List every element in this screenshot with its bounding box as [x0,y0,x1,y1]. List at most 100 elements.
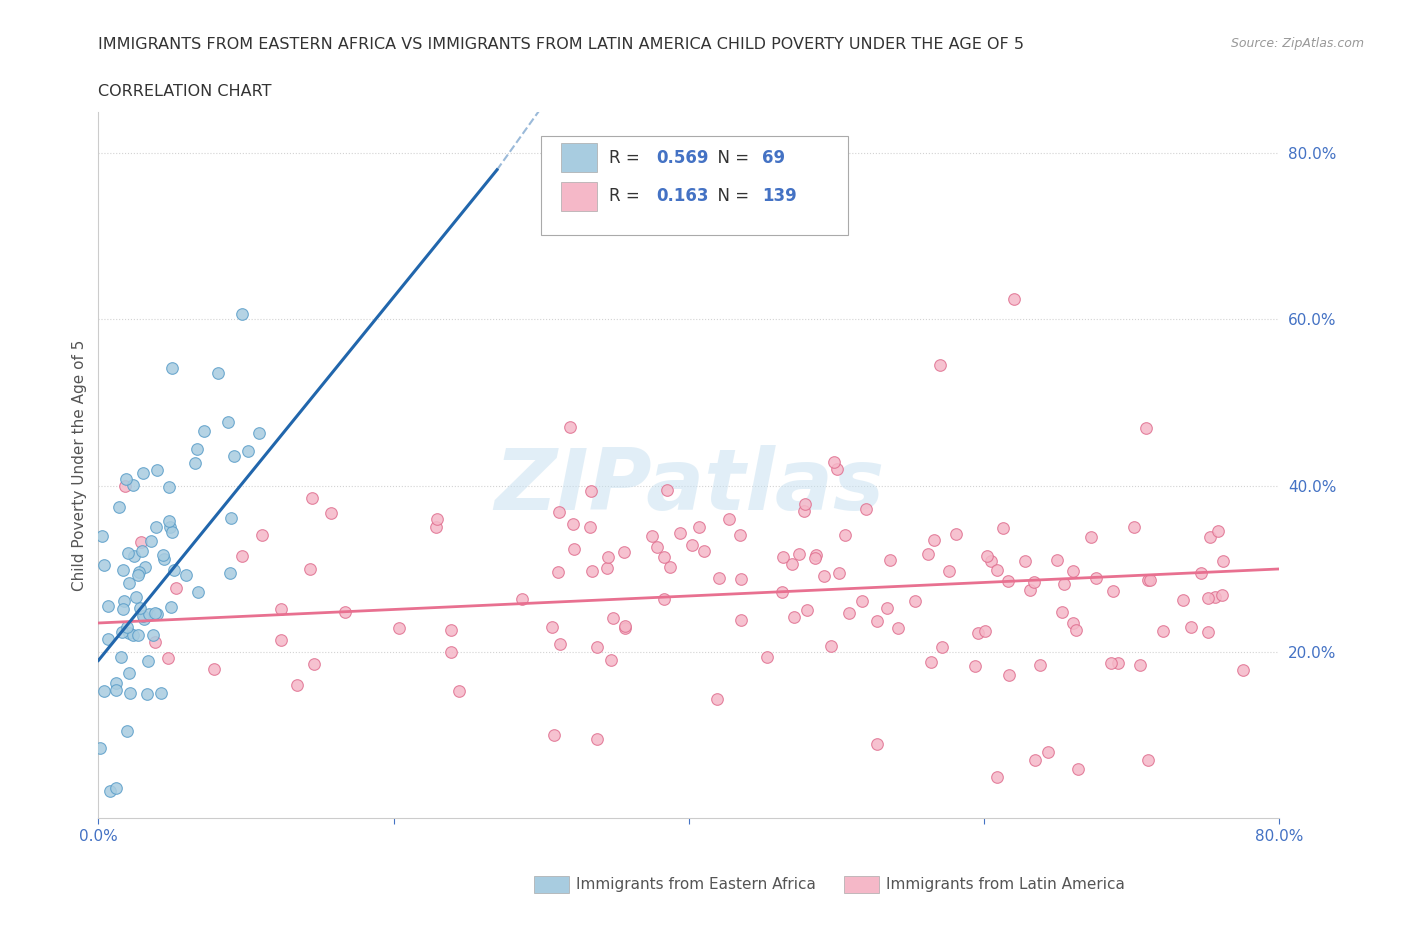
Point [1129,658,1152,672]
Point [560,419,582,434]
Point [1064,622,1087,637]
Point [145,606,167,621]
Point [986,562,1008,577]
Point [645,539,668,554]
Point [146,463,169,478]
Point [449,684,471,698]
Point [548,504,571,519]
Point [652,591,675,606]
Point [157,651,180,666]
Point [780,556,803,571]
Point [97,631,120,646]
Point [1232,663,1254,678]
Point [163,563,186,578]
Point [219,511,242,525]
Text: R =: R = [609,188,644,206]
Point [1002,291,1025,306]
Point [562,517,585,532]
Point [596,560,619,575]
Point [986,769,1008,784]
Point [285,678,308,693]
Point [917,547,939,562]
Point [1189,565,1212,580]
Point [127,628,149,643]
FancyBboxPatch shape [541,137,848,235]
Point [112,594,135,609]
Point [1062,564,1084,578]
Point [793,497,815,512]
Point [1139,573,1161,588]
Point [301,491,323,506]
Point [162,361,184,376]
Point [104,683,127,698]
Point [796,603,818,618]
Point [681,538,703,552]
Point [1102,583,1125,598]
Point [904,594,927,609]
Point [1180,619,1202,634]
Point [1018,583,1040,598]
Point [579,520,602,535]
Point [152,548,174,563]
Point [231,306,253,321]
Point [718,512,741,526]
Point [122,477,145,492]
Text: Immigrants from Eastern Africa: Immigrants from Eastern Africa [576,877,817,892]
Point [813,569,835,584]
Point [929,358,952,373]
Point [440,622,463,637]
Text: 0.569: 0.569 [655,149,709,166]
Point [236,444,259,458]
Point [806,548,828,563]
Point [1085,570,1108,585]
Point [1171,592,1194,607]
Point [186,442,208,457]
Point [117,546,139,561]
Point [217,415,239,430]
Point [145,519,167,534]
Point [938,564,960,578]
Point [851,593,873,608]
Point [1036,744,1059,759]
Point [997,573,1019,588]
Point [1067,761,1090,776]
Point [614,618,637,633]
Point [963,658,986,673]
Point [510,592,533,607]
Point [866,614,889,629]
Point [931,640,953,655]
Point [562,542,585,557]
Point [599,653,621,668]
Point [157,480,180,495]
Point [118,626,141,641]
Point [97,598,120,613]
Point [120,685,142,700]
Point [793,503,815,518]
Point [976,549,998,564]
Point [876,601,898,616]
Point [142,628,165,643]
Point [160,599,183,614]
Text: 139: 139 [762,188,797,206]
Point [104,781,127,796]
Point [998,667,1021,682]
Point [107,500,129,515]
Point [1135,420,1157,435]
Point [782,609,804,624]
Point [787,546,810,561]
Point [655,483,678,498]
Point [129,534,152,549]
Point [586,732,609,747]
Point [613,545,636,560]
Point [335,604,357,619]
Point [299,562,322,577]
Point [945,526,967,541]
Point [1152,623,1174,638]
Text: N =: N = [707,188,754,206]
Point [118,666,141,681]
Point [922,533,945,548]
Point [1099,656,1122,671]
Point [426,512,449,526]
Text: Immigrants from Latin America: Immigrants from Latin America [886,877,1125,892]
Point [669,525,692,540]
